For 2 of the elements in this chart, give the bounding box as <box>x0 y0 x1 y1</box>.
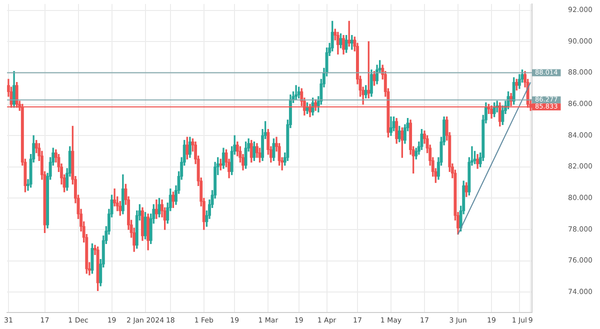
candlestick <box>294 85 298 100</box>
candlestick <box>154 199 158 219</box>
